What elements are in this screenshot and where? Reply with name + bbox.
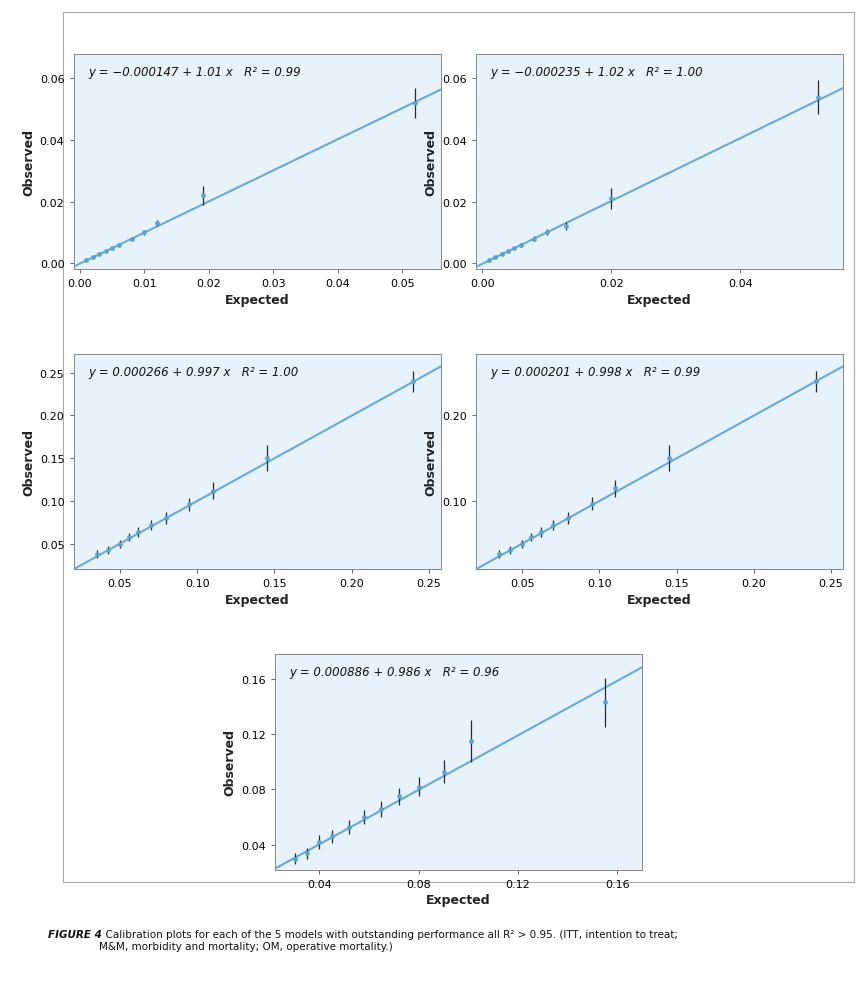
Text: y = 0.000886 + 0.986 x   R² = 0.96: y = 0.000886 + 0.986 x R² = 0.96: [289, 665, 500, 678]
X-axis label: Expected: Expected: [225, 593, 290, 606]
X-axis label: Expected: Expected: [627, 293, 692, 306]
Y-axis label: Observed: Observed: [22, 428, 35, 496]
Y-axis label: Observed: Observed: [425, 428, 438, 496]
Text: y = −0.000235 + 1.02 x   R² = 1.00: y = −0.000235 + 1.02 x R² = 1.00: [490, 66, 703, 79]
Text: ITT (Converted): ITT (Converted): [397, 632, 520, 646]
X-axis label: Expected: Expected: [627, 593, 692, 606]
X-axis label: Expected: Expected: [225, 293, 290, 306]
Text: Calibration plots for each of the 5 models with outstanding performance all R² >: Calibration plots for each of the 5 mode…: [99, 929, 678, 951]
Y-axis label: Observed: Observed: [224, 729, 237, 795]
X-axis label: Expected: Expected: [426, 893, 490, 906]
Text: As Treated (OM Model): As Treated (OM Model): [570, 33, 749, 47]
Text: ITT (OM Model): ITT (OM Model): [197, 33, 317, 47]
Text: FIGURE 4: FIGURE 4: [48, 929, 101, 939]
Text: y = −0.000147 + 1.01 x   R² = 0.99: y = −0.000147 + 1.01 x R² = 0.99: [88, 66, 301, 79]
Y-axis label: Observed: Observed: [425, 129, 438, 196]
Text: y = 0.000201 + 0.998 x   R² = 0.99: y = 0.000201 + 0.998 x R² = 0.99: [490, 366, 701, 379]
Y-axis label: Observed: Observed: [22, 129, 35, 196]
Text: ITT (M&M Model): ITT (M&M Model): [190, 333, 324, 347]
Text: y = 0.000266 + 0.997 x   R² = 1.00: y = 0.000266 + 0.997 x R² = 1.00: [88, 366, 298, 379]
Text: As Treated (M&M Model): As Treated (M&M Model): [563, 333, 756, 347]
